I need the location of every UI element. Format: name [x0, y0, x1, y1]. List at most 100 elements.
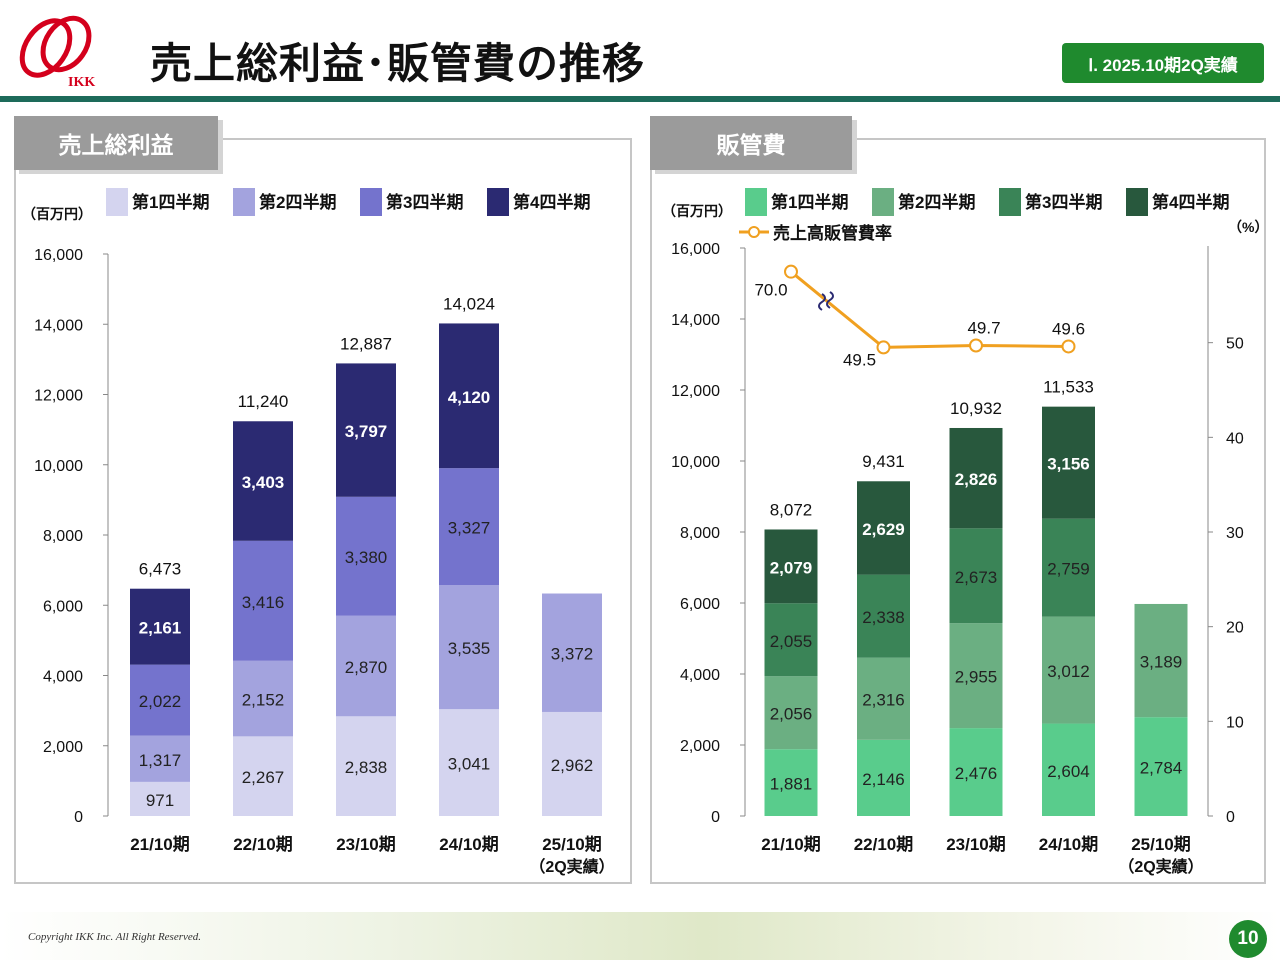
- sga-expenses-bar-q2: [949, 623, 1003, 729]
- sga-expenses-legend-swatch: [872, 188, 894, 216]
- sga-expenses-bar-q4: [949, 427, 1003, 529]
- sga-expenses-ratio-legend-marker: [748, 226, 760, 238]
- sga-expenses-ratio-line: [790, 270, 1069, 349]
- gross-profit-data-label: 2,962: [551, 756, 594, 775]
- sga-expenses-legend-label: 第2四半期: [898, 192, 975, 212]
- gross-profit-bar-q3: [336, 496, 396, 616]
- sga-expenses-y2-tick-label: 50: [1226, 336, 1244, 353]
- page-title: 売上総利益･販管費の推移: [150, 39, 646, 88]
- sga-expenses-legend-swatch: [999, 188, 1021, 216]
- gross-profit-legend-label: 第2四半期: [259, 192, 336, 212]
- gross-profit-y-tick-label: 10,000: [34, 458, 83, 475]
- gross-profit-unit-label: （百万円）: [22, 206, 92, 222]
- sga-expenses-legend-label: 第3四半期: [1025, 192, 1102, 212]
- gross-profit-bar-q1: [542, 711, 602, 816]
- sga-expenses-data-label: 3,156: [1047, 455, 1090, 474]
- gross-profit-data-label: 3,327: [448, 519, 491, 538]
- gross-profit-data-label: 2,161: [139, 619, 182, 638]
- gross-profit-data-label: 2,152: [242, 691, 285, 710]
- sga-expenses-y2-tick-label: 30: [1226, 525, 1244, 542]
- gross-profit-data-label: 971: [146, 791, 174, 810]
- sga-expenses-y-tick-label: 6,000: [680, 596, 720, 613]
- sga-expenses-bar-q1: [1042, 723, 1095, 816]
- sga-expenses-legend-swatch: [1126, 188, 1148, 216]
- sga-expenses-category-label: 22/10期: [854, 835, 914, 854]
- sga-expenses-bar-q3: [1042, 518, 1095, 617]
- sga-expenses-data-label: 2,146: [862, 770, 905, 789]
- sga-expenses-data-label: 2,476: [955, 764, 998, 783]
- sga-expenses-total-label: 10,932: [950, 399, 1002, 418]
- sga-expenses-data-label: 2,338: [862, 608, 905, 627]
- sga-expenses-y-tick-label: 14,000: [671, 312, 720, 329]
- sga-expenses-bar-q3: [764, 603, 818, 677]
- gross-profit-bar-q4: [130, 588, 190, 665]
- page-number: 10: [1229, 920, 1267, 958]
- gross-profit-bar-q2: [233, 660, 293, 737]
- sga-expenses-bar-q2: [857, 657, 910, 740]
- gross-profit-y-tick-label: 6,000: [43, 598, 83, 615]
- header-divider: [0, 96, 1280, 102]
- sga-expenses-y2-tick-label: 20: [1226, 620, 1244, 637]
- sga-expenses-bar-q2: [1042, 616, 1095, 724]
- gross-profit-data-label: 4,120: [448, 388, 491, 407]
- sga-expenses-total-label: 9,431: [862, 452, 905, 471]
- sga-expenses-data-label: 2,055: [770, 632, 813, 651]
- gross-profit-data-label: 3,041: [448, 755, 491, 774]
- sga-panel-title: 販管費: [650, 116, 852, 170]
- sga-expenses-category-label: 21/10期: [761, 835, 821, 854]
- gross-profit-bar-q3: [439, 468, 499, 586]
- gross-profit-y-tick-label: 2,000: [43, 739, 83, 756]
- sga-expenses-ratio-point: [969, 338, 983, 353]
- sga-expenses-data-label: 2,955: [955, 668, 998, 687]
- sga-expenses-ratio-label: 49.5: [843, 350, 876, 369]
- gross-profit-total-label: 14,024: [443, 294, 495, 313]
- gross-profit-legend-label: 第3四半期: [386, 192, 463, 212]
- gross-profit-bar-q1: [233, 736, 293, 816]
- sga-expenses-y-tick-label: 2,000: [680, 738, 720, 755]
- gross-profit-legend-label: 第4四半期: [513, 192, 590, 212]
- sga-expenses-data-label: 2,759: [1047, 560, 1090, 579]
- sga-expenses-ratio-point: [876, 340, 891, 355]
- sga-expenses-legend-label: 第4四半期: [1152, 192, 1229, 212]
- gross-profit-total-label: 6,473: [139, 560, 182, 579]
- sga-expenses-ratio-point: [784, 264, 798, 279]
- gross-profit-data-label: 3,797: [345, 422, 388, 441]
- gross-profit-category-label: 23/10期: [336, 835, 396, 854]
- gross-profit-y-tick-label: 16,000: [34, 247, 83, 264]
- sga-expenses-legend-swatch: [745, 188, 767, 216]
- sga-expenses-y-tick-label: 0: [711, 809, 720, 826]
- gross-profit-y-tick-label: 14,000: [34, 317, 83, 334]
- sga-expenses-bar-q3: [949, 528, 1003, 624]
- sga-expenses-data-label: 2,673: [955, 568, 998, 587]
- gross-profit-data-label: 3,535: [448, 639, 491, 658]
- sga-expenses-axis-break-icon: [826, 291, 834, 309]
- sga-expenses-data-label: 2,056: [770, 705, 813, 724]
- gross-profit-data-label: 2,267: [242, 768, 285, 787]
- gross-profit-category-label: 22/10期: [233, 835, 293, 854]
- sga-expenses-bar-q3: [857, 574, 910, 658]
- gross-profit-bar-q4: [439, 323, 499, 469]
- gross-profit-bar-q2: [130, 735, 190, 782]
- gross-profit-data-label: 2,022: [139, 692, 182, 711]
- gross-profit-legend-swatch: [360, 188, 382, 216]
- sga-expenses-data-label: 1,881: [770, 775, 813, 794]
- sga-expenses-ratio-label: 49.7: [967, 319, 1000, 338]
- gross-profit-bar-q2: [336, 615, 396, 717]
- sga-expenses-data-label: 2,079: [770, 558, 813, 577]
- sga-expenses-ratio-point: [1061, 339, 1076, 354]
- gross-profit-data-label: 3,416: [242, 593, 285, 612]
- sga-expenses-bar-q4: [857, 481, 910, 575]
- gross-profit-bar-q2: [439, 585, 499, 710]
- gross-profit-category-sublabel: （2Q実績）: [529, 857, 614, 876]
- sga-expenses-axis-break-icon: [818, 293, 826, 311]
- sga-expenses-bar-q2: [764, 676, 818, 750]
- sga-expenses-bar-q4: [764, 529, 818, 604]
- gross-profit-bar-q3: [233, 540, 293, 661]
- gross-profit-legend-swatch: [487, 188, 509, 216]
- sga-expenses-category-label: 23/10期: [946, 835, 1006, 854]
- copyright-text: Copyright IKK Inc. All Right Reserved.: [28, 931, 202, 943]
- sga-expenses-category-label: 25/10期: [1131, 835, 1191, 854]
- sga-expenses-data-label: 2,604: [1047, 762, 1090, 781]
- gross-profit-legend-swatch: [106, 188, 128, 216]
